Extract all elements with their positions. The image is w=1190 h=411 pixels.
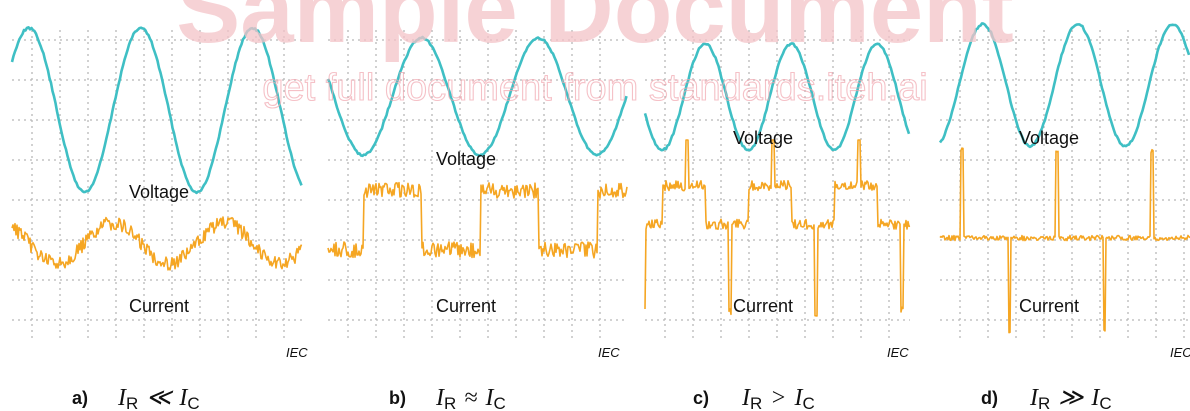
caption-c: c) IR > IC — [693, 385, 815, 411]
current-trace-a — [11, 216, 303, 271]
caption-formula-c: IR > IC — [741, 385, 815, 411]
voltage-trace-a — [10, 26, 303, 195]
formula-sub-c: C — [493, 394, 505, 411]
caption-letter-c: c) — [693, 388, 709, 408]
formula-var: I — [435, 385, 445, 411]
formula-var: I — [1029, 385, 1039, 411]
formula-sub-r: R — [126, 394, 138, 411]
formula-var: I — [793, 385, 803, 411]
formula-relation: ≪ — [146, 385, 174, 411]
caption-formula-a: IR ≪ IC — [117, 385, 200, 411]
formula-sub-r: R — [444, 394, 456, 411]
voltage-label-d: Voltage — [1019, 128, 1079, 148]
iec-mark-b: IEC — [598, 345, 620, 360]
current-trace-b — [327, 181, 628, 259]
iec-mark-a: IEC — [286, 345, 308, 360]
panel-d — [938, 22, 1190, 340]
iec-mark-c: IEC — [887, 345, 909, 360]
formula-var: I — [484, 385, 494, 411]
current-label-b: Current — [436, 296, 496, 316]
current-label-d: Current — [1019, 296, 1079, 316]
voltage-label-a: Voltage — [129, 182, 189, 202]
caption-letter-d: d) — [981, 388, 998, 408]
caption-a: a) IR ≪ IC — [72, 385, 200, 411]
formula-var: I — [178, 385, 188, 411]
panel-b — [326, 30, 628, 340]
formula-sub-c: C — [187, 394, 199, 411]
caption-formula-b: IR ≈ IC — [435, 385, 506, 411]
voltage-trace-c — [643, 42, 911, 152]
caption-b: b) IR ≈ IC — [389, 385, 506, 411]
panels — [10, 22, 1190, 340]
formula-relation: ≫ — [1058, 385, 1084, 411]
formula-sub-c: C — [802, 394, 814, 411]
current-label-a: Current — [129, 296, 189, 316]
voltage-label-b: Voltage — [436, 149, 496, 169]
formula-var: I — [117, 385, 127, 411]
caption-letter-b: b) — [389, 388, 406, 408]
formula-sub-r: R — [750, 394, 762, 411]
caption-letter-a: a) — [72, 388, 88, 408]
formula-var: I — [741, 385, 751, 411]
iec-mark-d: IEC — [1170, 345, 1190, 360]
current-label-c: Current — [733, 296, 793, 316]
formula-sub-r: R — [1038, 394, 1050, 411]
voltage-trace-b — [326, 35, 628, 158]
voltage-label-c: Voltage — [733, 128, 793, 148]
current-trace-d — [939, 147, 1190, 334]
current-trace-c — [644, 139, 911, 317]
panel-a — [10, 26, 303, 340]
caption-d: d) IR ≫ IC — [981, 385, 1112, 411]
formula-relation: > — [770, 385, 786, 411]
caption-formula-d: IR ≫ IC — [1029, 385, 1112, 411]
formula-relation: ≈ — [464, 385, 477, 411]
watermark-title: Sample Document — [176, 0, 1014, 63]
formula-sub-c: C — [1099, 394, 1111, 411]
panel-c — [643, 30, 911, 340]
voltage-trace-d — [938, 22, 1190, 149]
watermark-subtitle: get full document from standards.iteh.ai — [262, 67, 927, 109]
formula-var: I — [1090, 385, 1100, 411]
